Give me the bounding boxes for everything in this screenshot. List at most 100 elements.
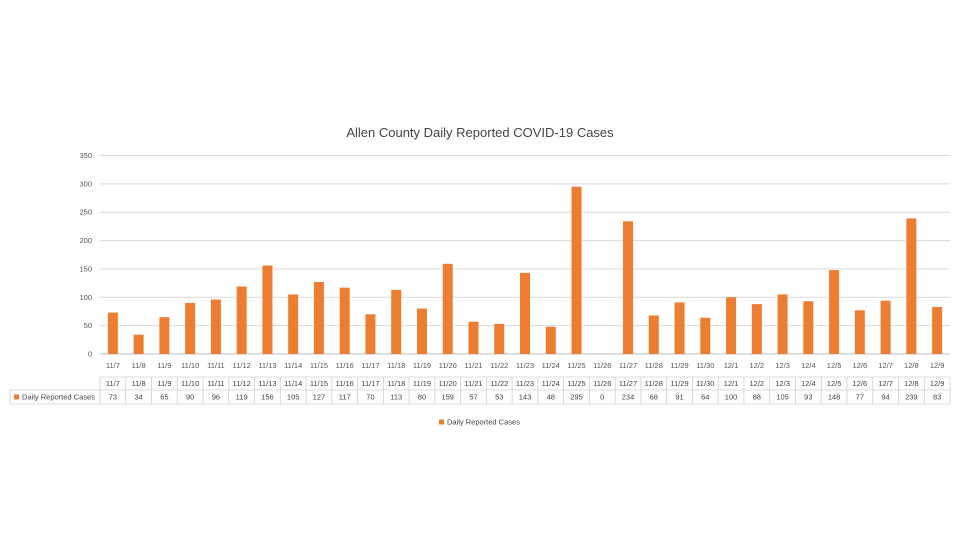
bar [339,287,350,354]
table-header-cell: 11/13 [258,379,276,388]
bar [185,302,196,354]
bar [623,221,634,354]
table-header-cell: 11/15 [310,379,328,388]
table-header-cell: 11/9 [157,379,171,388]
y-tick-label: 250 [79,208,92,217]
table-value-cell: 100 [725,393,738,402]
x-axis: 11/7 11/8 11/9 11/10 11/11 11/12 11/13 11/14 11/… [106,361,945,370]
bar [880,300,891,354]
table-value-cell: 105 [776,393,789,402]
bar [494,323,505,354]
table-legend-key [14,394,19,400]
bar [468,321,479,354]
y-axis: 0 50 100 150 200 250 300 350 [79,151,92,359]
table-value-cell: 57 [469,393,477,402]
table-header-cell: 11/21 [464,379,482,388]
table-header-cell: 12/9 [930,379,945,388]
y-tick-label: 0 [88,350,92,359]
legend-label: Daily Reported Cases [447,418,520,427]
table-header-cell: 12/5 [827,379,842,388]
table-value-cell: 94 [881,393,889,402]
bar [416,308,427,354]
table-header-cell: 11/27 [619,379,637,388]
x-tick-label: 12/2 [750,361,765,370]
table-header-cell: 11/12 [233,379,251,388]
table-value-cell: 88 [753,393,761,402]
table-value-cell: 295 [570,393,583,402]
x-tick-label: 11/17 [361,361,379,370]
table-header-cell: 11/29 [670,379,688,388]
table-value-cell: 156 [261,393,274,402]
y-tick-label: 350 [79,151,92,160]
x-tick-label: 12/6 [853,361,868,370]
x-tick-label: 12/5 [827,361,842,370]
table-value-cell: 80 [418,393,426,402]
table-header-cell: 12/6 [853,379,868,388]
bar [313,281,324,354]
x-tick-label: 11/21 [464,361,482,370]
x-tick-label: 11/29 [670,361,688,370]
x-tick-label: 12/8 [904,361,919,370]
table-value-cell: 93 [804,393,812,402]
x-tick-label: 11/24 [542,361,560,370]
table-header-cell: 11/14 [284,379,302,388]
x-tick-label: 11/28 [645,361,663,370]
table-header-cell: 11/30 [696,379,714,388]
bar [674,302,685,354]
bar [545,326,556,354]
bar [854,310,865,354]
y-tick-label: 300 [79,179,92,188]
bar [391,289,402,354]
table-header-cell: 11/19 [413,379,431,388]
bar [288,294,299,354]
bar [648,315,659,354]
x-tick-label: 11/15 [310,361,328,370]
table-header-cell: 11/8 [132,379,146,388]
table-value-cell: 65 [160,393,168,402]
table-header-cell: 11/20 [439,379,457,388]
table-value-cell: 68 [650,393,658,402]
x-tick-label: 11/9 [157,361,171,370]
table-value-cell: 91 [675,393,683,402]
x-tick-label: 12/1 [724,361,739,370]
table-value-cell: 73 [109,393,117,402]
x-tick-label: 11/25 [567,361,585,370]
bar [751,304,762,354]
table-value-cell: 143 [519,393,532,402]
chart-title: Allen County Daily Reported COVID-19 Cas… [346,125,614,140]
table-value-cell: 83 [933,393,941,402]
x-tick-label: 12/3 [775,361,790,370]
table-series-label: Daily Reported Cases [22,393,95,402]
bar [932,306,943,354]
table-header-cell: 11/26 [593,379,611,388]
x-tick-label: 11/10 [181,361,199,370]
table-header-cell: 12/4 [801,379,816,388]
table-value-cell: 159 [441,393,454,402]
table-value-cell: 0 [600,393,604,402]
bar [803,301,814,354]
bar [262,265,273,354]
table-value-cell: 239 [905,393,918,402]
table-header-cell: 12/1 [724,379,739,388]
table-value-cell: 48 [547,393,555,402]
table-header-cell: 12/8 [904,379,919,388]
x-tick-label: 12/4 [801,361,816,370]
x-tick-label: 11/27 [619,361,637,370]
bar [571,186,582,354]
table-value-cell: 148 [828,393,841,402]
x-tick-label: 11/13 [258,361,276,370]
y-tick-label: 50 [84,321,92,330]
bars [107,186,943,354]
data-table: 11/7 73 11/8 34 11/9 65 11/10 90 11/11 96 11/12 119… [9,376,951,405]
x-tick-label: 11/7 [106,361,120,370]
bar [829,270,840,354]
table-value-cell: 117 [339,393,351,402]
x-tick-label: 12/7 [878,361,893,370]
table-value-cell: 105 [287,393,300,402]
bar [159,317,170,354]
x-tick-label: 11/19 [413,361,431,370]
x-tick-label: 11/20 [439,361,457,370]
bar [700,317,711,354]
table-value-cell: 234 [622,393,635,402]
